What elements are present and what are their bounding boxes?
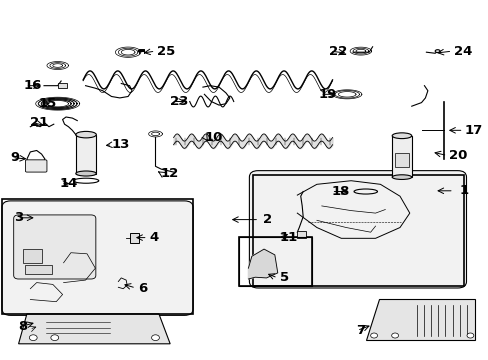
Text: 1: 1 [459, 184, 468, 197]
Polygon shape [365, 299, 474, 340]
Polygon shape [248, 249, 277, 279]
Bar [238, 237, 311, 286]
Bar [297, 231, 305, 238]
Ellipse shape [76, 171, 96, 176]
Ellipse shape [391, 175, 411, 180]
Text: 24: 24 [453, 45, 471, 58]
Circle shape [29, 335, 37, 341]
Text: 23: 23 [170, 95, 188, 108]
Text: 12: 12 [160, 167, 178, 180]
FancyBboxPatch shape [25, 160, 47, 172]
FancyBboxPatch shape [249, 171, 466, 288]
Bar [129, 233, 139, 243]
Text: 20: 20 [448, 149, 467, 162]
Text: 18: 18 [331, 185, 349, 198]
Circle shape [466, 333, 473, 338]
Circle shape [151, 335, 159, 341]
Text: 7: 7 [355, 324, 365, 337]
Text: 9: 9 [11, 151, 20, 164]
Bar [58, 83, 66, 88]
Text: 11: 11 [279, 231, 297, 244]
Polygon shape [19, 314, 170, 344]
Bar [238, 237, 311, 286]
Bar [76, 135, 96, 174]
Bar [2, 199, 193, 314]
Text: 3: 3 [14, 211, 23, 224]
Ellipse shape [391, 133, 411, 139]
Text: 8: 8 [19, 320, 28, 333]
Text: 4: 4 [149, 231, 158, 244]
Text: 21: 21 [30, 116, 48, 129]
Text: 15: 15 [38, 97, 56, 110]
Text: 5: 5 [279, 271, 288, 284]
Bar [394, 153, 408, 167]
FancyBboxPatch shape [2, 201, 193, 315]
Text: 22: 22 [328, 45, 346, 58]
Text: 2: 2 [263, 213, 272, 226]
Text: 19: 19 [318, 88, 336, 101]
Text: 25: 25 [157, 45, 175, 58]
Text: 10: 10 [204, 131, 223, 144]
Text: 13: 13 [111, 138, 130, 151]
Ellipse shape [434, 50, 439, 53]
Text: 16: 16 [23, 79, 42, 92]
Bar [25, 265, 52, 274]
Bar [391, 136, 411, 177]
Circle shape [391, 333, 398, 338]
Circle shape [51, 335, 59, 341]
Ellipse shape [76, 131, 96, 138]
Text: 14: 14 [60, 177, 78, 190]
Text: 17: 17 [464, 124, 482, 137]
Bar [253, 175, 463, 286]
FancyBboxPatch shape [14, 215, 96, 279]
Circle shape [370, 333, 377, 338]
Text: 6: 6 [138, 282, 147, 294]
Bar [23, 249, 42, 263]
